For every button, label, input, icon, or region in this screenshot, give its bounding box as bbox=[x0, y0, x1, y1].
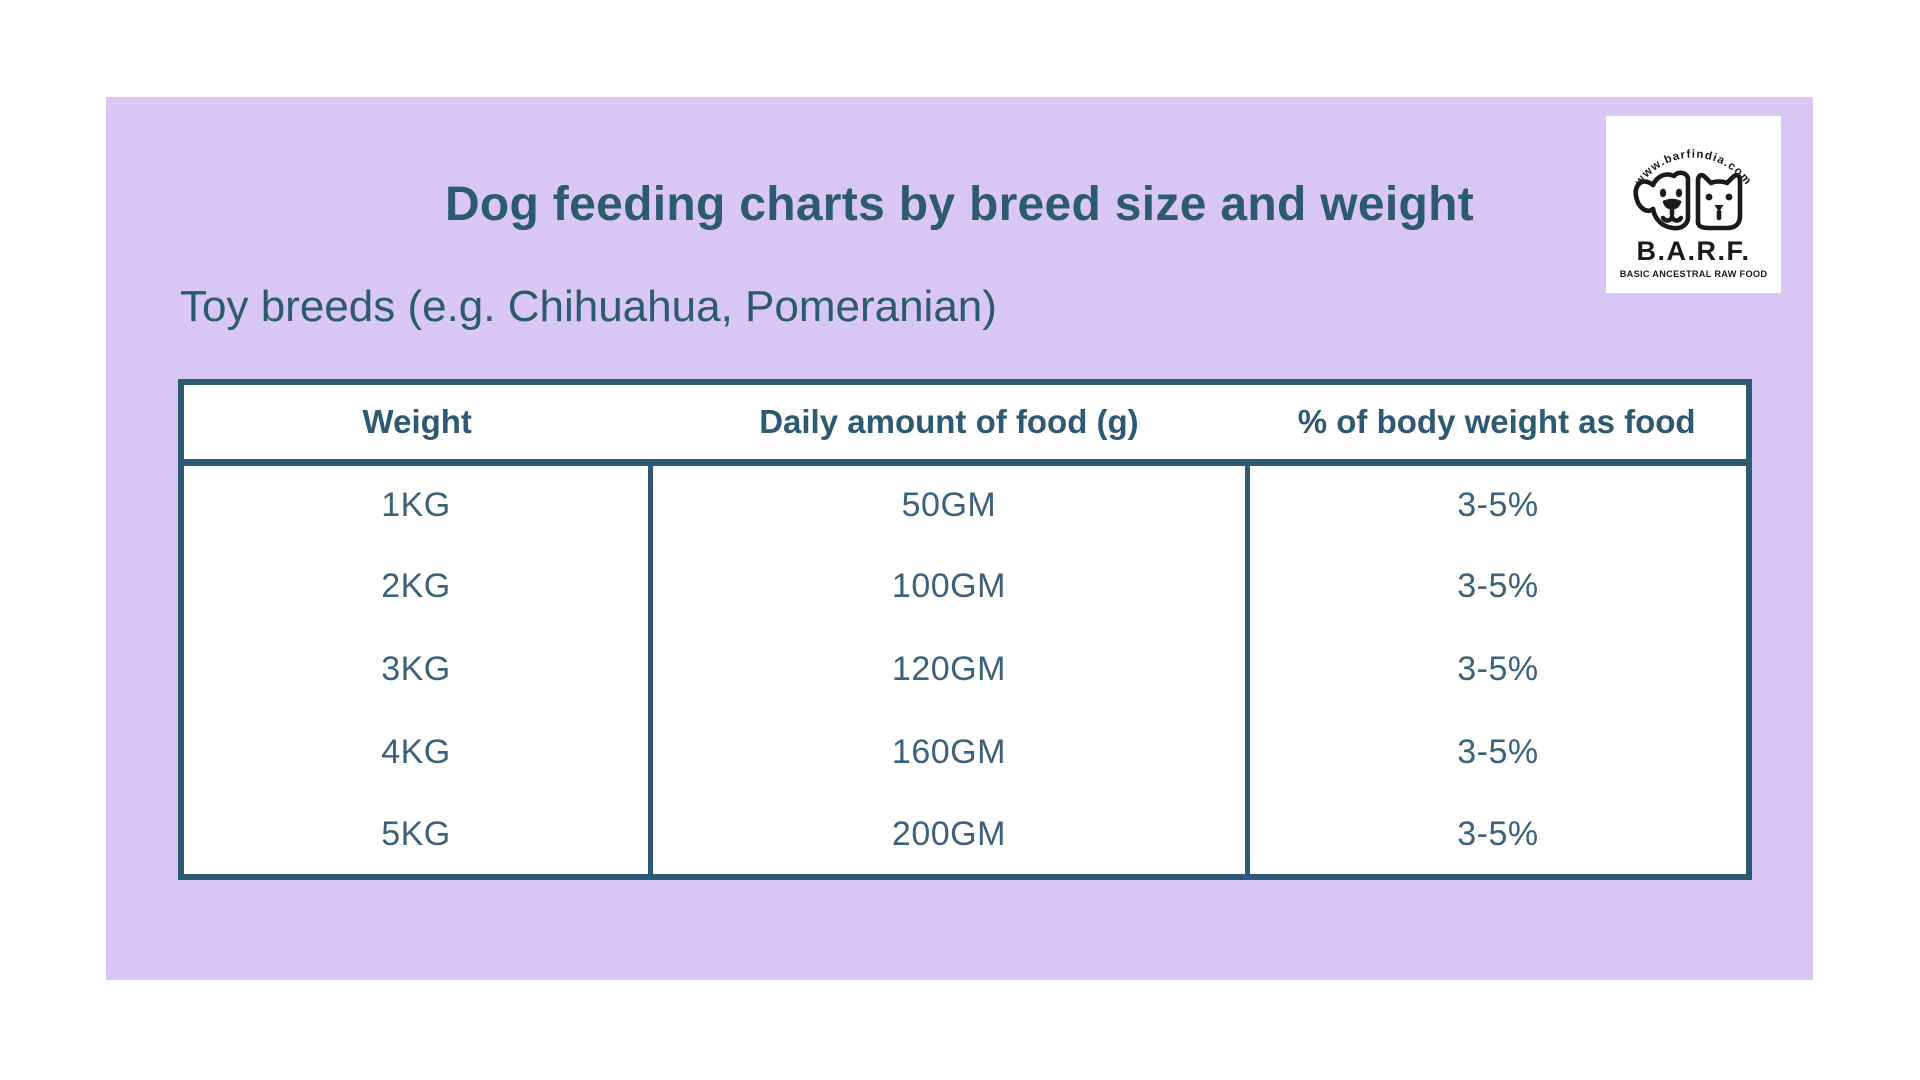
cell-weight: 5KG bbox=[381, 814, 451, 853]
table-header-row: Weight Daily amount of food (g) % of bod… bbox=[181, 382, 1749, 466]
cell-weight: 4KG bbox=[381, 733, 451, 771]
infographic-panel: Dog feeding charts by breed size and wei… bbox=[106, 97, 1813, 980]
table-row: 1KG 50GM 3-5% bbox=[181, 462, 1749, 545]
barf-logo-graphic: www.barfindia.com bbox=[1620, 149, 1768, 279]
column-header-body-weight-pct: % of body weight as food bbox=[1247, 382, 1749, 466]
cell-weight: 1KG bbox=[381, 485, 451, 524]
barf-logo: www.barfindia.com bbox=[1606, 116, 1781, 293]
cell-daily-amount: 50GM bbox=[647, 462, 1248, 545]
dog-face-eyes-nose bbox=[1659, 188, 1683, 210]
cat-face-eyes-nose bbox=[1705, 193, 1733, 212]
cell-daily-amount: 100GM bbox=[647, 545, 1248, 628]
logo-tagline: BASIC ANCESTRAL RAW FOOD bbox=[1620, 269, 1768, 279]
table-row: 2KG 100GM 3-5% bbox=[181, 545, 1749, 628]
table-row: 5KG 200GM 3-5% bbox=[181, 794, 1749, 877]
cell-daily-amount: 120GM bbox=[647, 628, 1248, 711]
table-row: 4KG 160GM 3-5% bbox=[181, 711, 1749, 794]
cell-daily-amount: 160GM bbox=[647, 711, 1248, 794]
column-header-weight: Weight bbox=[181, 382, 651, 466]
cell-weight: 3KG bbox=[381, 650, 451, 688]
cell-body-weight-pct: 3-5% bbox=[1244, 545, 1749, 628]
dog-face-icon bbox=[1633, 170, 1691, 231]
cell-weight: 2KG bbox=[381, 567, 451, 605]
feeding-table: Weight Daily amount of food (g) % of bod… bbox=[178, 379, 1752, 880]
cat-face-icon bbox=[1695, 173, 1743, 231]
cell-body-weight-pct: 3-5% bbox=[1244, 711, 1749, 794]
cell-body-weight-pct: 3-5% bbox=[1244, 462, 1749, 545]
cell-body-weight-pct: 3-5% bbox=[1244, 628, 1749, 711]
cell-body-weight-pct: 3-5% bbox=[1244, 794, 1749, 877]
cell-daily-amount: 200GM bbox=[647, 794, 1248, 877]
column-header-daily-amount: Daily amount of food (g) bbox=[650, 382, 1248, 466]
section-subtitle: Toy breeds (e.g. Chihuahua, Pomeranian) bbox=[180, 282, 997, 331]
page-title: Dog feeding charts by breed size and wei… bbox=[444, 178, 1475, 231]
table-row: 3KG 120GM 3-5% bbox=[181, 628, 1749, 711]
logo-wordmark: B.A.R.F. bbox=[1636, 236, 1750, 266]
